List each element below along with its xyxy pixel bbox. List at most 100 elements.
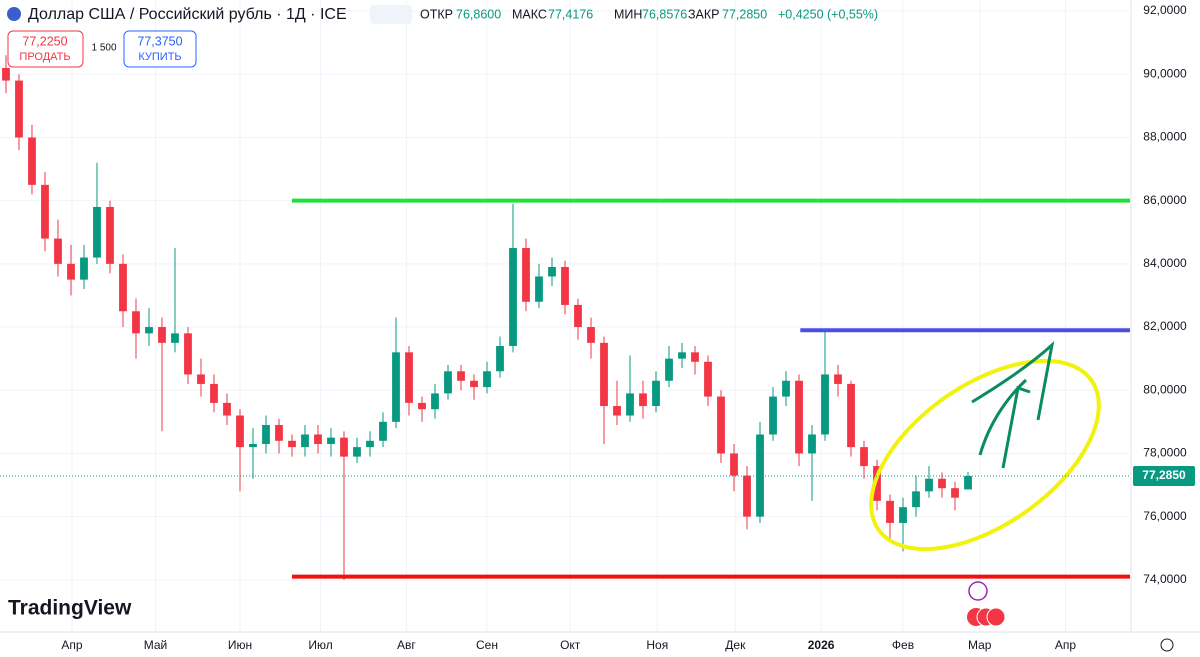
candle-body bbox=[600, 342, 608, 407]
label: МАКС bbox=[512, 7, 547, 21]
candle-body bbox=[418, 402, 426, 410]
candle-body bbox=[938, 478, 946, 489]
candle-body bbox=[717, 396, 725, 454]
x-tick-label: 2026 bbox=[808, 638, 835, 652]
x-tick-label: Апр bbox=[61, 638, 83, 652]
y-tick-label: 74,0000 bbox=[1143, 572, 1187, 586]
y-tick-label: 90,0000 bbox=[1143, 66, 1187, 80]
candle-body bbox=[262, 425, 270, 444]
y-tick-label: 80,0000 bbox=[1143, 382, 1187, 396]
candle-body bbox=[184, 333, 192, 375]
buy-label: КУПИТЬ bbox=[138, 51, 181, 63]
candle-body bbox=[795, 380, 803, 454]
x-tick-label: Сен bbox=[476, 638, 498, 652]
x-tick-label: Апр bbox=[1055, 638, 1077, 652]
candle-body bbox=[860, 447, 868, 467]
candle-body bbox=[15, 80, 23, 138]
candle-body bbox=[93, 206, 101, 258]
value: 76,8600 bbox=[456, 7, 501, 21]
x-tick-label: Авг bbox=[397, 638, 416, 652]
candle-body bbox=[613, 406, 621, 416]
candle-body bbox=[119, 263, 127, 312]
candle-body bbox=[496, 346, 504, 372]
candle-body bbox=[561, 267, 569, 305]
candle-body bbox=[691, 352, 699, 362]
buy-button[interactable] bbox=[123, 30, 197, 68]
buy-price: 77,3750 bbox=[137, 34, 182, 48]
candle-body bbox=[535, 276, 543, 302]
x-tick-label: Окт bbox=[560, 638, 581, 652]
candle-body bbox=[67, 263, 75, 280]
candle-body bbox=[743, 475, 751, 517]
candle-body bbox=[730, 453, 738, 476]
candle-body bbox=[639, 393, 647, 407]
event-icon[interactable] bbox=[986, 607, 1006, 627]
value: 76,8576 bbox=[642, 7, 687, 21]
x-tick-label: Июл bbox=[308, 638, 332, 652]
candle-body bbox=[28, 137, 36, 185]
candle-body bbox=[704, 361, 712, 397]
candle-body bbox=[444, 371, 452, 394]
y-tick-label: 84,0000 bbox=[1143, 256, 1187, 270]
y-tick-label: 76,0000 bbox=[1143, 509, 1187, 523]
label: ЗАКР bbox=[688, 7, 720, 21]
candle-body bbox=[249, 443, 257, 448]
event-icon[interactable] bbox=[968, 581, 988, 601]
candle-body bbox=[769, 396, 777, 435]
x-tick-label: Мар bbox=[968, 638, 992, 652]
candle-body bbox=[782, 380, 790, 397]
sell-button[interactable] bbox=[7, 30, 84, 68]
candle-body bbox=[197, 374, 205, 384]
candle-body bbox=[899, 507, 907, 523]
sell-label: ПРОДАТЬ bbox=[19, 51, 70, 63]
candle-body bbox=[405, 352, 413, 403]
value: 77,4176 bbox=[548, 7, 593, 21]
candle-body bbox=[431, 393, 439, 410]
candle-body bbox=[41, 184, 49, 239]
candle-body bbox=[808, 434, 816, 454]
y-tick-label: 82,0000 bbox=[1143, 319, 1187, 333]
x-tick-label: Май bbox=[144, 638, 168, 652]
candle-body bbox=[912, 491, 920, 508]
candle-body bbox=[483, 371, 491, 388]
candle-body bbox=[145, 327, 153, 334]
candle-body bbox=[236, 415, 244, 448]
y-tick-label: 92,0000 bbox=[1143, 3, 1187, 17]
settings-icon[interactable] bbox=[1160, 638, 1174, 652]
last-price-box bbox=[1133, 466, 1195, 487]
x-tick-label: Ноя bbox=[646, 638, 668, 652]
change: +0,4250 (+0,55%) bbox=[778, 7, 878, 21]
candle-body bbox=[522, 248, 530, 302]
candle-body bbox=[340, 437, 348, 457]
quantity: 1 500 bbox=[91, 43, 116, 54]
x-tick-label: Июн bbox=[228, 638, 252, 652]
toggle[interactable] bbox=[370, 5, 412, 24]
candle-body bbox=[171, 333, 179, 343]
arrow-drawing bbox=[971, 340, 1055, 469]
candle-body bbox=[210, 383, 218, 403]
candle-body bbox=[366, 440, 374, 448]
candle-body bbox=[886, 500, 894, 523]
candle-body bbox=[314, 434, 322, 444]
candle-body bbox=[470, 380, 478, 388]
label: ОТКР bbox=[420, 7, 453, 21]
candle-body bbox=[392, 352, 400, 422]
x-tick-label: Дек bbox=[725, 638, 746, 652]
candle-body bbox=[379, 421, 387, 441]
last-price-label: 77,2850 bbox=[1142, 468, 1186, 482]
candle-body bbox=[106, 206, 114, 264]
candle-body bbox=[548, 267, 556, 277]
candle-body bbox=[457, 371, 465, 381]
candle-body bbox=[665, 358, 673, 381]
candle-body bbox=[925, 478, 933, 492]
chart-title: Доллар США / Российский рубль · 1Д · ICE bbox=[28, 6, 347, 23]
candle-body bbox=[834, 374, 842, 384]
candle-body bbox=[678, 352, 686, 359]
candle-body bbox=[509, 248, 517, 347]
candle-body bbox=[54, 238, 62, 264]
flag-icon bbox=[7, 7, 21, 21]
candle-body bbox=[873, 466, 881, 501]
candle-body bbox=[626, 393, 634, 416]
